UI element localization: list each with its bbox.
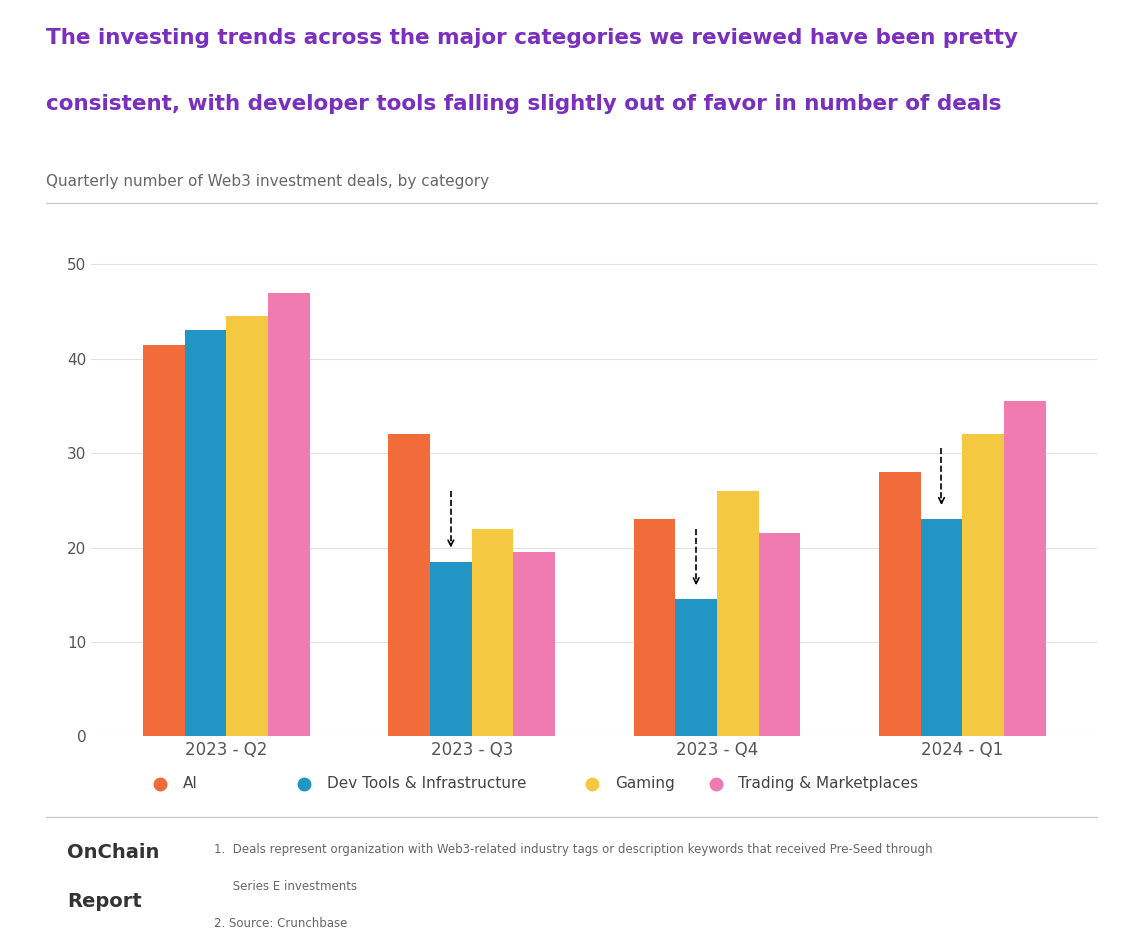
Bar bbox=[472, 529, 513, 736]
Text: The investing trends across the major categories we reviewed have been pretty: The investing trends across the major ca… bbox=[46, 28, 1017, 48]
Bar bbox=[389, 434, 430, 736]
Bar bbox=[269, 293, 310, 736]
Text: Series E investments: Series E investments bbox=[214, 880, 357, 893]
Bar bbox=[633, 519, 676, 736]
Bar bbox=[717, 491, 759, 736]
Text: Gaming: Gaming bbox=[615, 776, 674, 791]
Text: Trading & Marketplaces: Trading & Marketplaces bbox=[738, 776, 918, 791]
Text: Report: Report bbox=[66, 892, 142, 912]
Bar bbox=[185, 330, 226, 736]
Bar bbox=[226, 316, 269, 736]
Bar bbox=[143, 345, 185, 736]
Bar bbox=[879, 472, 920, 736]
Bar bbox=[676, 599, 717, 736]
Text: OnChain: OnChain bbox=[66, 843, 159, 863]
Bar bbox=[430, 562, 472, 736]
Bar bbox=[513, 552, 555, 736]
Bar bbox=[920, 519, 962, 736]
Text: Quarterly number of Web3 investment deals, by category: Quarterly number of Web3 investment deal… bbox=[46, 174, 489, 189]
Text: Dev Tools & Infrastructure: Dev Tools & Infrastructure bbox=[327, 776, 526, 791]
Text: AI: AI bbox=[183, 776, 198, 791]
Bar bbox=[1004, 401, 1046, 736]
Text: consistent, with developer tools falling slightly out of favor in number of deal: consistent, with developer tools falling… bbox=[46, 94, 1001, 114]
Text: 2. Source: Crunchbase: 2. Source: Crunchbase bbox=[214, 917, 347, 930]
Bar bbox=[759, 533, 800, 736]
Text: 1.  Deals represent organization with Web3-related industry tags or description : 1. Deals represent organization with Web… bbox=[214, 843, 933, 856]
Bar bbox=[962, 434, 1004, 736]
